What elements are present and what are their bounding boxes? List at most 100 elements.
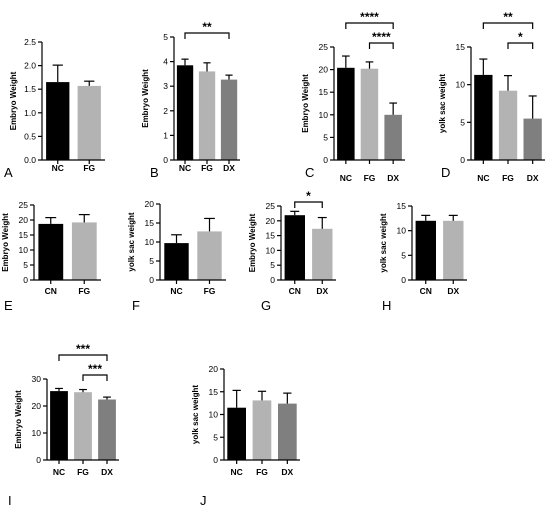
panel-i: 0 10 20 30 NC FG DX Embryo Weight *** *** I <box>8 342 119 508</box>
x-tick-label-nc: NC <box>231 467 243 477</box>
x-tick-label-nc: NC <box>52 163 64 173</box>
y-tick-label: 1.0 <box>24 108 36 118</box>
significance-bracket <box>507 42 534 49</box>
significance-label: ** <box>202 20 212 34</box>
error-bar-dx <box>103 396 111 400</box>
y-tick-label: 5 <box>23 260 28 270</box>
y-tick-label: 0 <box>149 275 154 285</box>
bar-fg <box>197 231 222 280</box>
error-bar-nc <box>181 58 189 66</box>
x-tick-label-fg: FG <box>364 173 376 183</box>
significance-label: * <box>518 30 523 44</box>
panel-f: 0 5 10 15 20 NC FG yolk sac weight F <box>127 199 226 313</box>
bar-nc <box>227 407 246 460</box>
bar-cn <box>38 223 64 280</box>
error-bar-fg <box>204 217 215 232</box>
error-bar-nc <box>171 234 182 244</box>
panel-b: 0 1 2 3 4 5 NC FG DX Embryo Weight ** B <box>141 20 240 180</box>
y-tick-label: 10 <box>32 428 42 438</box>
bar-cn <box>415 220 436 280</box>
y-tick-label: 10 <box>397 226 407 236</box>
significance-label: * <box>306 189 311 203</box>
significance-bracket <box>368 42 394 49</box>
x-tick-label-fg: FG <box>204 286 216 296</box>
bar-fg <box>198 71 216 160</box>
y-tick-label: 25 <box>266 201 276 211</box>
x-tick-label-nc: NC <box>170 286 182 296</box>
bar-dx <box>443 220 464 280</box>
bar-fg <box>77 85 101 160</box>
significance-bracket <box>184 32 230 39</box>
bar-fg <box>252 400 272 460</box>
error-bar-nc <box>341 55 350 68</box>
y-tick-label: 10 <box>19 245 29 255</box>
error-bar-fg <box>365 61 374 69</box>
error-bar-fg <box>257 390 267 401</box>
y-tick-label: 2.0 <box>24 61 36 71</box>
y-axis-label: Embryo Weight <box>248 213 257 272</box>
x-tick-label-dx: DX <box>316 286 328 296</box>
bar-nc <box>164 243 189 280</box>
bar-nc <box>337 67 355 160</box>
panel-letter: H <box>382 298 391 313</box>
panel-letter: A <box>4 165 13 180</box>
x-tick-label-cn: CN <box>289 286 301 296</box>
y-tick-label: 0 <box>23 275 28 285</box>
bracket-line <box>482 22 534 29</box>
y-tick-label: 3 <box>163 81 168 91</box>
y-tick-label: 5 <box>323 132 328 142</box>
bar-dx <box>384 114 402 160</box>
bar-dx <box>98 399 116 460</box>
x-tick-label-fg: FG <box>78 286 90 296</box>
y-tick-label: 10 <box>266 245 276 255</box>
panel-j: 0 5 10 15 20 NC FG DX yolk sac weight J <box>191 364 300 508</box>
y-tick-label: 25 <box>319 42 329 52</box>
error-bar-fg <box>79 388 87 393</box>
y-tick-label: 4 <box>163 57 168 67</box>
error-bar-fg <box>84 80 95 86</box>
bracket-line <box>294 201 323 208</box>
error-bar-dx <box>225 74 233 80</box>
panel-a: 0.0 0.5 1.0 1.5 2.0 2.5 NC FG Embryo Weight A <box>4 37 105 180</box>
error-bar-dx <box>317 216 327 229</box>
y-tick-label: 20 <box>266 216 276 226</box>
significance-bracket <box>58 354 108 361</box>
panel-letter: E <box>4 298 13 313</box>
panel-letter: J <box>200 493 207 508</box>
bar-nc <box>474 74 493 160</box>
y-tick-label: 15 <box>19 230 29 240</box>
error-bar-fg <box>78 214 90 223</box>
significance-bracket <box>82 374 108 381</box>
significance-label: ** <box>503 10 513 24</box>
y-tick-label: 15 <box>456 42 466 52</box>
bracket-line <box>507 42 534 49</box>
bar-fg <box>498 90 518 160</box>
x-tick-label-cn: CN <box>420 286 432 296</box>
significance-bracket <box>294 201 323 208</box>
y-axis-label: Embryo Weight <box>14 390 23 449</box>
significance-bracket <box>345 22 394 29</box>
panel-letter: B <box>150 165 159 180</box>
y-axis-label: Embryo Weight <box>1 213 10 272</box>
y-axis-label: yolk sac weight <box>379 213 388 272</box>
bracket-line <box>58 354 108 361</box>
panel-letter: F <box>132 298 140 313</box>
y-tick-label: 20 <box>32 401 42 411</box>
x-tick-label-nc: NC <box>179 163 191 173</box>
y-tick-label: 0 <box>401 275 406 285</box>
y-tick-label: 0 <box>270 275 275 285</box>
x-tick-label-dx: DX <box>101 467 113 477</box>
error-bar-cn <box>290 210 300 216</box>
y-tick-label: 0.5 <box>24 131 36 141</box>
error-bar-dx <box>528 95 537 119</box>
y-tick-label: 15 <box>397 201 407 211</box>
bar-cn <box>284 215 305 280</box>
error-bar-fg <box>503 75 513 91</box>
x-tick-label-dx: DX <box>447 286 459 296</box>
y-tick-label: 30 <box>32 374 42 384</box>
bar-dx <box>523 118 542 160</box>
x-tick-label-dx: DX <box>223 163 235 173</box>
panel-g: 0 5 10 15 20 25 CN DX Embryo Weight * G <box>248 189 336 313</box>
error-bar-nc <box>52 64 63 83</box>
